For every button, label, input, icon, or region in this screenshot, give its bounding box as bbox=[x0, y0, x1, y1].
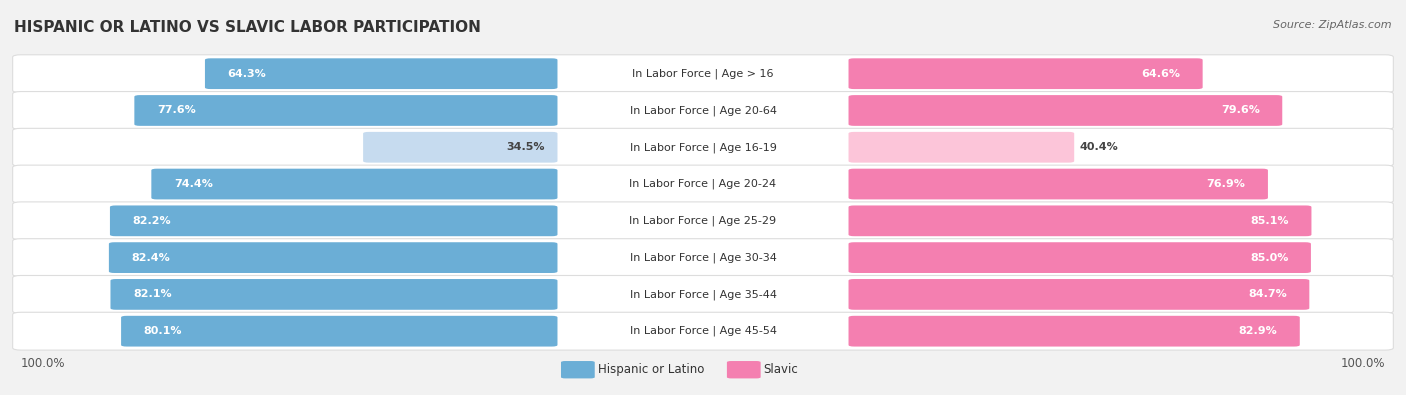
FancyBboxPatch shape bbox=[152, 169, 558, 199]
FancyBboxPatch shape bbox=[13, 55, 1393, 92]
Text: 82.9%: 82.9% bbox=[1239, 326, 1277, 336]
Text: In Labor Force | Age 20-64: In Labor Force | Age 20-64 bbox=[630, 105, 776, 116]
Text: Source: ZipAtlas.com: Source: ZipAtlas.com bbox=[1274, 20, 1392, 30]
FancyBboxPatch shape bbox=[849, 205, 1312, 236]
Text: Hispanic or Latino: Hispanic or Latino bbox=[598, 363, 704, 376]
Text: In Labor Force | Age > 16: In Labor Force | Age > 16 bbox=[633, 68, 773, 79]
FancyBboxPatch shape bbox=[363, 132, 558, 163]
FancyBboxPatch shape bbox=[849, 279, 1309, 310]
FancyBboxPatch shape bbox=[13, 275, 1393, 313]
Text: 79.6%: 79.6% bbox=[1220, 105, 1260, 115]
Text: 64.6%: 64.6% bbox=[1142, 69, 1180, 79]
Text: In Labor Force | Age 30-34: In Labor Force | Age 30-34 bbox=[630, 252, 776, 263]
FancyBboxPatch shape bbox=[849, 58, 1202, 89]
Text: HISPANIC OR LATINO VS SLAVIC LABOR PARTICIPATION: HISPANIC OR LATINO VS SLAVIC LABOR PARTI… bbox=[14, 20, 481, 35]
Text: 82.2%: 82.2% bbox=[132, 216, 172, 226]
Text: In Labor Force | Age 45-54: In Labor Force | Age 45-54 bbox=[630, 326, 776, 337]
FancyBboxPatch shape bbox=[111, 279, 558, 310]
Text: In Labor Force | Age 25-29: In Labor Force | Age 25-29 bbox=[630, 216, 776, 226]
Text: 100.0%: 100.0% bbox=[21, 357, 66, 371]
Text: 85.1%: 85.1% bbox=[1250, 216, 1289, 226]
Text: In Labor Force | Age 16-19: In Labor Force | Age 16-19 bbox=[630, 142, 776, 152]
FancyBboxPatch shape bbox=[849, 169, 1268, 199]
Text: Slavic: Slavic bbox=[763, 363, 799, 376]
Text: 64.3%: 64.3% bbox=[228, 69, 266, 79]
Text: 76.9%: 76.9% bbox=[1206, 179, 1246, 189]
FancyBboxPatch shape bbox=[13, 202, 1393, 240]
FancyBboxPatch shape bbox=[849, 242, 1310, 273]
Text: 34.5%: 34.5% bbox=[506, 142, 546, 152]
Text: 100.0%: 100.0% bbox=[1340, 357, 1385, 371]
FancyBboxPatch shape bbox=[561, 361, 595, 378]
FancyBboxPatch shape bbox=[849, 95, 1282, 126]
FancyBboxPatch shape bbox=[13, 239, 1393, 276]
Text: 74.4%: 74.4% bbox=[174, 179, 212, 189]
Text: 82.4%: 82.4% bbox=[131, 253, 170, 263]
FancyBboxPatch shape bbox=[727, 361, 761, 378]
FancyBboxPatch shape bbox=[849, 132, 1074, 163]
Text: 84.7%: 84.7% bbox=[1249, 290, 1286, 299]
FancyBboxPatch shape bbox=[13, 92, 1393, 130]
FancyBboxPatch shape bbox=[108, 242, 558, 273]
FancyBboxPatch shape bbox=[110, 205, 558, 236]
Text: 80.1%: 80.1% bbox=[143, 326, 183, 336]
FancyBboxPatch shape bbox=[849, 316, 1299, 346]
Text: 85.0%: 85.0% bbox=[1250, 253, 1288, 263]
FancyBboxPatch shape bbox=[13, 128, 1393, 166]
Text: In Labor Force | Age 20-24: In Labor Force | Age 20-24 bbox=[630, 179, 776, 189]
Text: 77.6%: 77.6% bbox=[157, 105, 195, 115]
Text: In Labor Force | Age 35-44: In Labor Force | Age 35-44 bbox=[630, 289, 776, 300]
FancyBboxPatch shape bbox=[205, 58, 558, 89]
FancyBboxPatch shape bbox=[13, 165, 1393, 203]
Text: 82.1%: 82.1% bbox=[134, 290, 172, 299]
FancyBboxPatch shape bbox=[121, 316, 558, 346]
FancyBboxPatch shape bbox=[13, 312, 1393, 350]
Text: 40.4%: 40.4% bbox=[1080, 142, 1119, 152]
FancyBboxPatch shape bbox=[135, 95, 558, 126]
